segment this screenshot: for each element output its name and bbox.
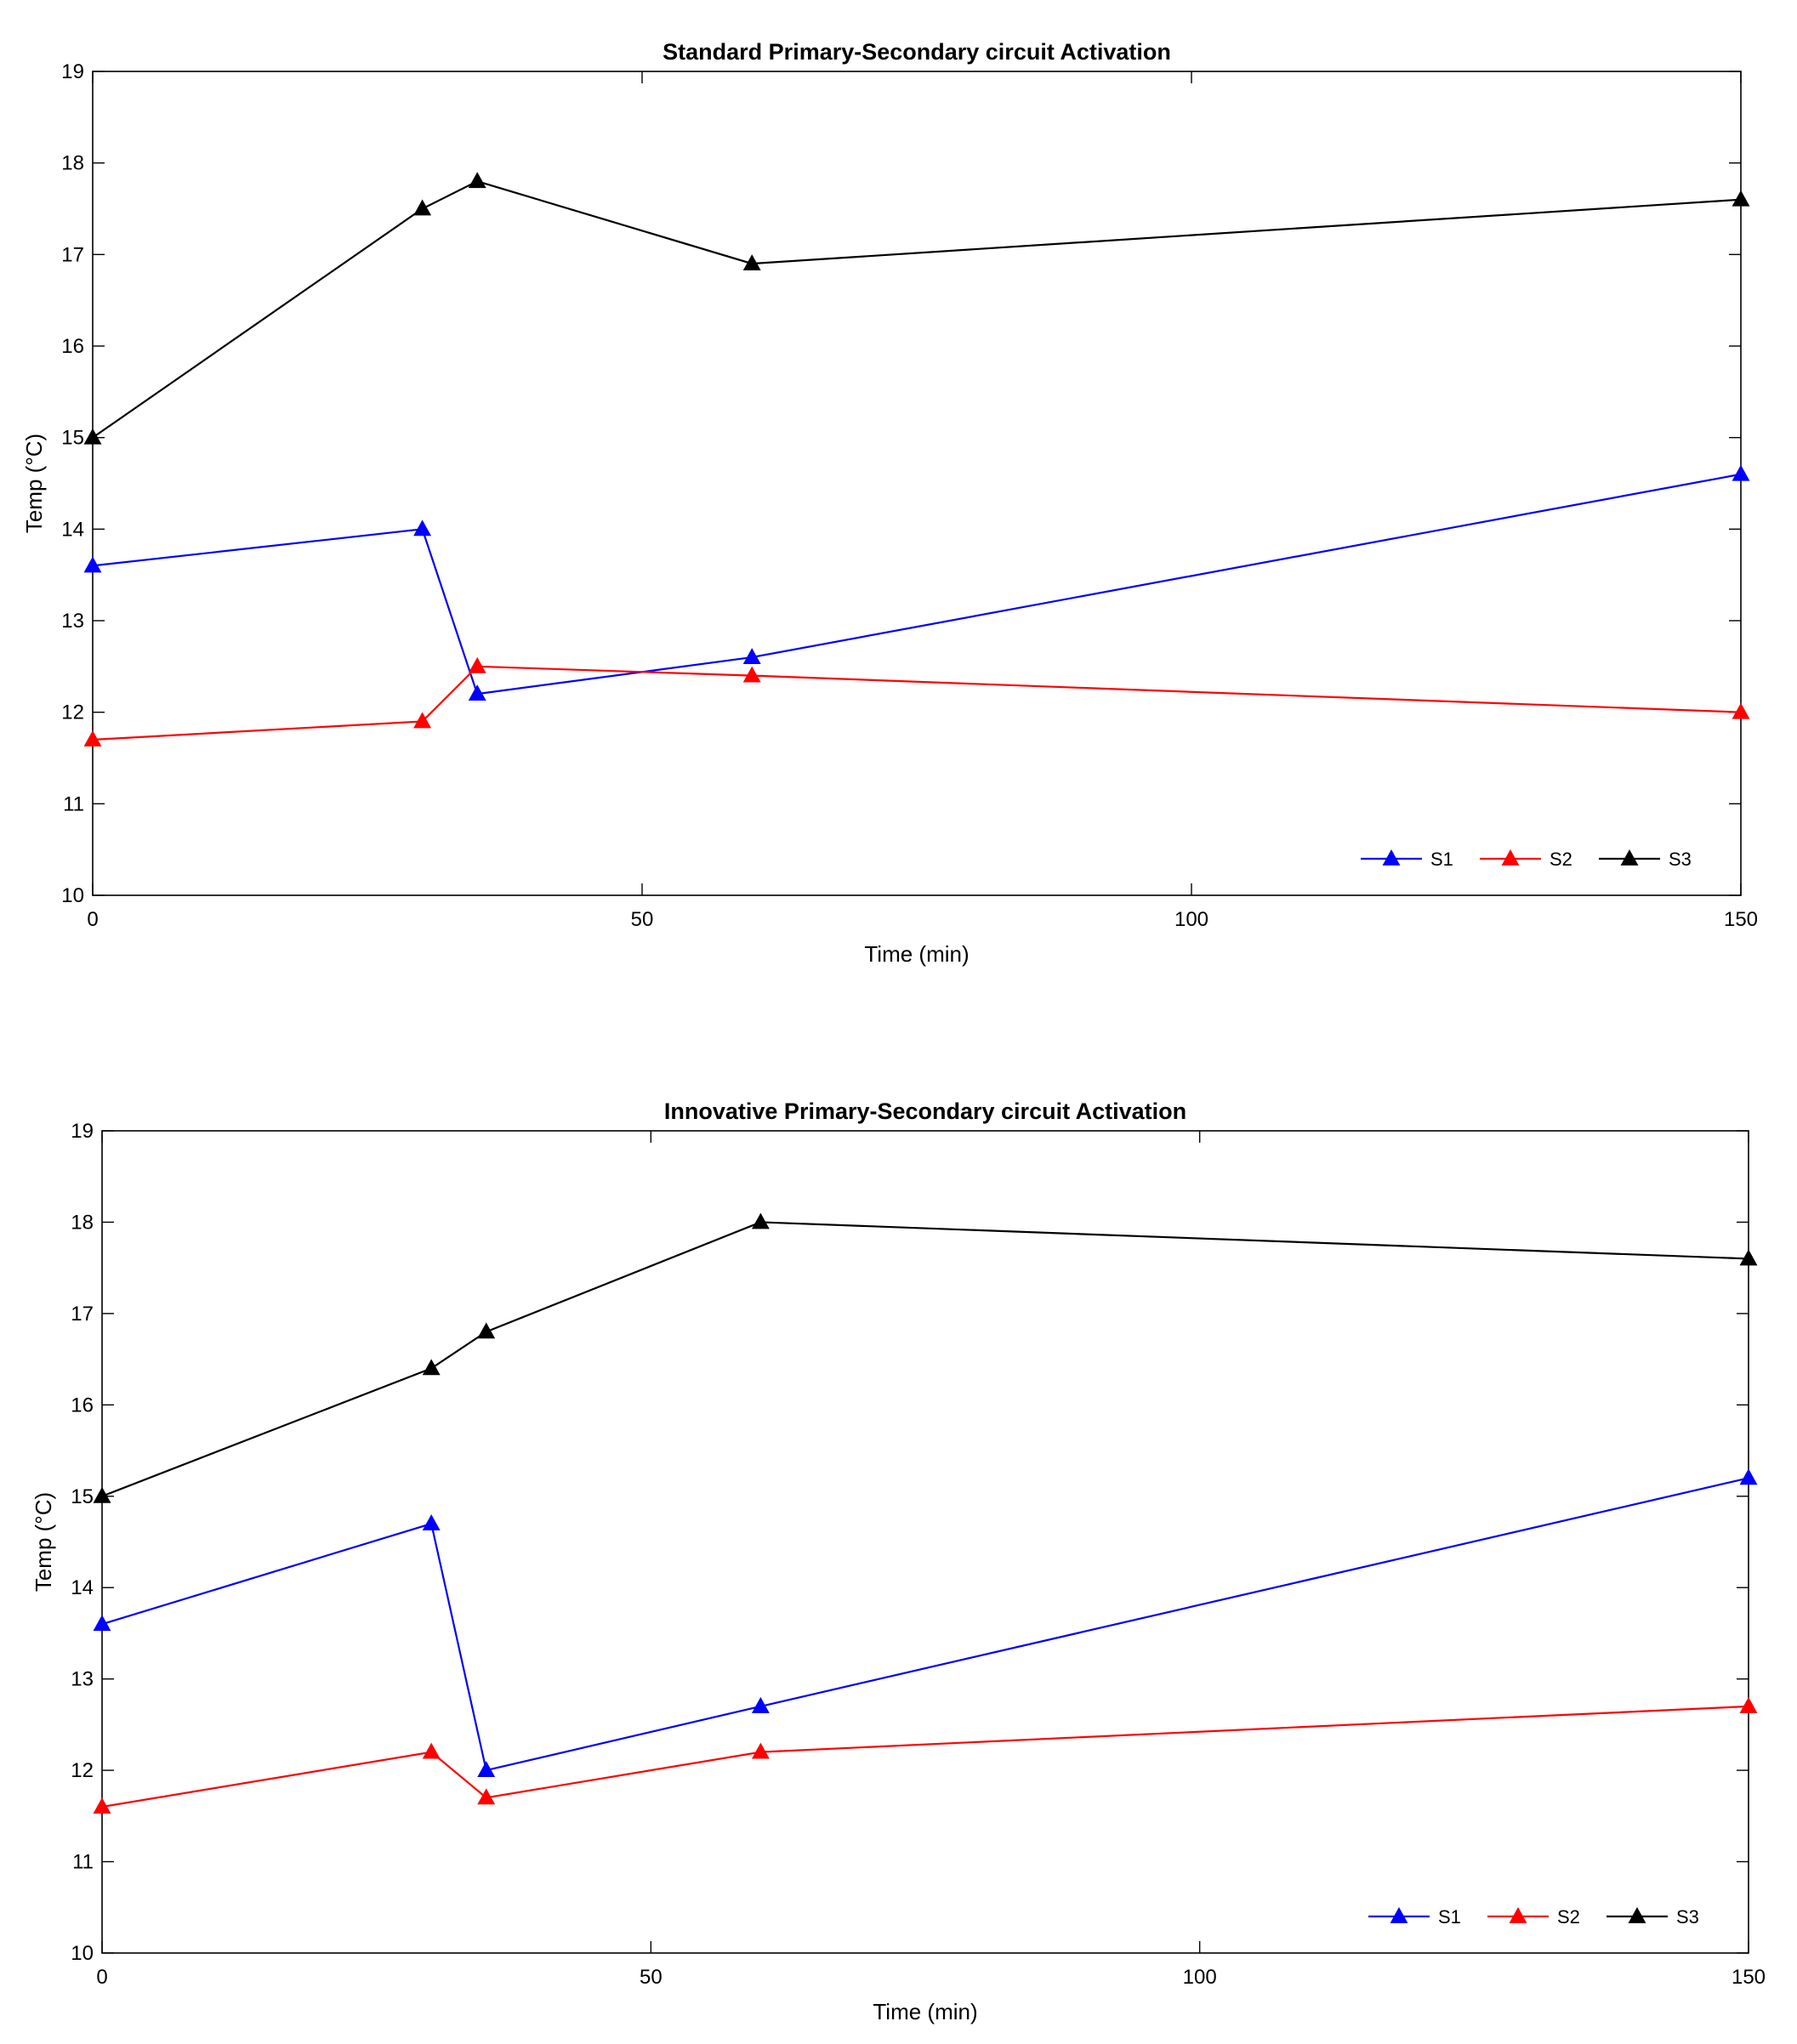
x-axis-label: Time (min) xyxy=(864,941,969,967)
data-point-s1 xyxy=(1739,1468,1758,1485)
y-tick-label: 12 xyxy=(71,1759,94,1782)
x-tick-label: 100 xyxy=(1174,908,1208,931)
legend-label: S1 xyxy=(1438,1906,1461,1928)
legend-marker xyxy=(1509,1907,1527,1923)
y-tick-label: 19 xyxy=(61,60,84,83)
chart-innovative-activation: Innovative Primary-Secondary circuit Act… xyxy=(31,1099,1766,2024)
legend-label: S3 xyxy=(1676,1906,1699,1928)
y-tick-label: 16 xyxy=(61,335,84,358)
data-point-s1 xyxy=(1732,464,1750,481)
x-tick-label: 50 xyxy=(640,1966,663,1989)
y-tick-label: 17 xyxy=(71,1303,94,1326)
y-tick-label: 13 xyxy=(71,1668,94,1691)
data-point-s1 xyxy=(93,1615,111,1632)
data-point-s1 xyxy=(413,520,432,537)
y-tick-label: 10 xyxy=(71,1942,94,1965)
data-point-s2 xyxy=(93,1797,111,1814)
x-tick-label: 100 xyxy=(1183,1966,1217,1989)
data-point-s3 xyxy=(1732,190,1750,207)
data-point-s2 xyxy=(422,1742,441,1759)
data-point-s3 xyxy=(751,1212,770,1229)
data-point-s2 xyxy=(751,1742,770,1759)
y-axis-label: Temp (°C) xyxy=(31,1492,56,1592)
legend: S1 S2 S3 xyxy=(1361,849,1692,870)
y-tick-label: 18 xyxy=(71,1211,94,1234)
plot-area xyxy=(101,1130,1749,1954)
chart-standard-activation: Standard Primary-Secondary circuit Activ… xyxy=(21,39,1758,967)
data-point-s1 xyxy=(83,556,102,573)
data-point-s2 xyxy=(1739,1696,1758,1713)
y-tick-label: 16 xyxy=(71,1394,94,1417)
y-tick-label: 15 xyxy=(71,1485,94,1508)
data-point-s2 xyxy=(1732,702,1750,719)
data-point-s2 xyxy=(83,730,102,747)
data-point-s1 xyxy=(477,1761,496,1778)
y-tick-label: 14 xyxy=(71,1576,94,1599)
y-tick-label: 19 xyxy=(71,1120,94,1143)
y-tick-label: 11 xyxy=(72,1851,94,1874)
x-tick-label: 0 xyxy=(96,1966,107,1989)
legend: S1 S2 S3 xyxy=(1368,1906,1699,1928)
x-axis-label: Time (min) xyxy=(873,1999,977,2024)
y-axis-label: Temp (°C) xyxy=(21,434,47,533)
x-tick-label: 50 xyxy=(631,908,654,931)
y-tick-label: 12 xyxy=(61,701,84,724)
legend-marker xyxy=(1628,1907,1646,1923)
y-tick-label: 18 xyxy=(61,152,84,175)
plot-area xyxy=(92,71,1742,896)
data-point-s2 xyxy=(413,712,432,729)
data-point-s3 xyxy=(742,254,761,271)
data-point-s3 xyxy=(477,1322,496,1339)
data-point-s3 xyxy=(413,199,432,216)
data-point-s3 xyxy=(1739,1249,1758,1266)
legend-marker xyxy=(1390,1907,1408,1923)
chart-title: Innovative Primary-Secondary circuit Act… xyxy=(664,1099,1186,1124)
y-tick-label: 17 xyxy=(61,243,84,266)
data-point-s1 xyxy=(742,648,761,664)
data-point-s2 xyxy=(468,656,486,673)
data-point-s3 xyxy=(83,428,102,445)
legend-marker xyxy=(1382,849,1401,866)
legend-label: S1 xyxy=(1430,849,1453,870)
x-tick-label: 0 xyxy=(87,908,98,931)
x-tick-label: 150 xyxy=(1732,1966,1766,1989)
data-point-s1 xyxy=(468,684,486,701)
legend-marker xyxy=(1620,849,1639,866)
y-tick-label: 15 xyxy=(61,427,84,450)
data-point-s1 xyxy=(751,1696,770,1713)
data-point-s3 xyxy=(468,172,486,189)
data-point-s2 xyxy=(742,666,761,683)
y-tick-label: 10 xyxy=(61,884,84,907)
chart-title: Standard Primary-Secondary circuit Activ… xyxy=(663,39,1171,65)
data-point-s3 xyxy=(93,1486,111,1503)
data-point-s3 xyxy=(422,1359,441,1376)
legend-marker xyxy=(1501,849,1520,866)
legend-label: S2 xyxy=(1557,1906,1580,1928)
legend-label: S3 xyxy=(1669,849,1692,870)
data-point-s1 xyxy=(422,1514,441,1530)
y-tick-label: 13 xyxy=(61,610,84,633)
data-point-s2 xyxy=(477,1788,496,1805)
y-tick-label: 11 xyxy=(63,792,84,815)
x-tick-label: 150 xyxy=(1724,908,1758,931)
legend-label: S2 xyxy=(1550,849,1572,870)
y-tick-label: 14 xyxy=(61,518,84,541)
